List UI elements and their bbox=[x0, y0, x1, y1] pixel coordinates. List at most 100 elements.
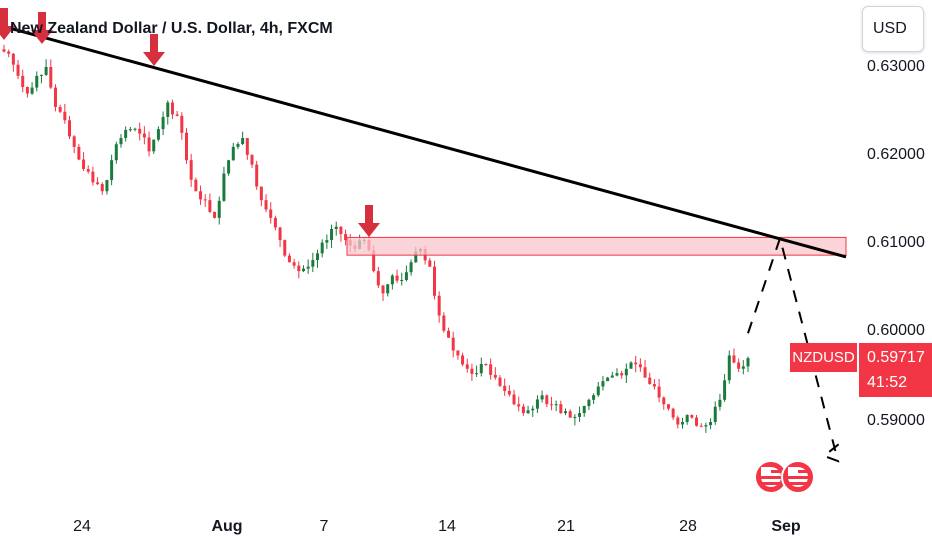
candle-body bbox=[77, 146, 81, 160]
candle-body bbox=[723, 380, 727, 400]
time-tick: 24 bbox=[73, 518, 91, 535]
candle-body bbox=[227, 160, 231, 174]
candle-body bbox=[21, 75, 25, 88]
candle-body bbox=[699, 425, 703, 427]
candle-body bbox=[330, 228, 334, 241]
candle-body bbox=[437, 295, 441, 316]
candle-body bbox=[582, 406, 586, 414]
candle-body bbox=[624, 368, 628, 376]
candle-body bbox=[96, 182, 100, 185]
projection-path bbox=[747, 234, 845, 463]
last-price-value: 0.59717 bbox=[867, 349, 925, 366]
candle-body bbox=[685, 415, 689, 422]
candle-body bbox=[507, 390, 511, 395]
candle-body bbox=[245, 138, 249, 155]
down-arrow-icon bbox=[31, 12, 53, 44]
us-flag-icon[interactable] bbox=[781, 460, 815, 494]
down-arrow-icon bbox=[0, 8, 15, 40]
candle-body bbox=[737, 362, 741, 369]
candle-body bbox=[16, 64, 20, 76]
time-tick: 14 bbox=[438, 518, 456, 535]
candle-body bbox=[105, 180, 109, 192]
candle-body bbox=[447, 330, 451, 338]
candle-body bbox=[142, 133, 146, 138]
candle-body bbox=[208, 200, 212, 212]
candle-body bbox=[451, 337, 455, 351]
candle-body bbox=[2, 49, 6, 52]
candle-body bbox=[114, 144, 118, 161]
candle-body bbox=[559, 404, 563, 414]
candle-body bbox=[666, 404, 670, 409]
candle-body bbox=[316, 253, 320, 261]
candle-body bbox=[381, 285, 385, 294]
candle-body bbox=[634, 362, 638, 365]
candle-body bbox=[503, 385, 507, 391]
candle-body bbox=[741, 366, 745, 369]
candle-body bbox=[732, 355, 736, 363]
candle-body bbox=[128, 129, 132, 131]
price-tick: 0.61000 bbox=[867, 234, 925, 251]
candle-body bbox=[100, 184, 104, 192]
candle-body bbox=[676, 417, 680, 425]
candle-body bbox=[301, 268, 305, 272]
candle-body bbox=[432, 266, 436, 296]
price-tick: 0.63000 bbox=[867, 58, 925, 75]
candle-body bbox=[400, 280, 404, 281]
candle-body bbox=[287, 255, 291, 263]
candle-body bbox=[479, 364, 483, 374]
candle-body bbox=[152, 139, 156, 152]
candle-body bbox=[283, 240, 287, 256]
candle-body bbox=[727, 355, 731, 381]
candle-body bbox=[596, 386, 600, 396]
arrows-group bbox=[0, 8, 380, 237]
candle-body bbox=[259, 186, 263, 201]
candle-body bbox=[39, 74, 43, 76]
candle-body bbox=[414, 251, 418, 263]
currency-button[interactable]: USD bbox=[862, 6, 924, 52]
last-price-label: 0.59717 41:52 bbox=[859, 343, 932, 397]
candle-body bbox=[671, 408, 675, 418]
candle-body bbox=[648, 377, 652, 385]
candle-body bbox=[531, 408, 535, 411]
candle-body bbox=[203, 199, 207, 201]
candle-body bbox=[662, 397, 666, 405]
candle-body bbox=[278, 227, 282, 241]
candle-body bbox=[292, 262, 296, 266]
candle-body bbox=[297, 265, 301, 272]
symbol-label: NZDUSD bbox=[790, 343, 857, 372]
candle-body bbox=[273, 217, 277, 228]
candle-body bbox=[180, 115, 184, 133]
candle-body bbox=[170, 102, 174, 115]
candle-body bbox=[404, 272, 408, 280]
candle-body bbox=[25, 87, 29, 94]
candle-body bbox=[587, 399, 591, 407]
candle-body bbox=[138, 128, 142, 134]
candle-body bbox=[606, 377, 610, 382]
candle-body bbox=[306, 266, 310, 269]
candle-body bbox=[465, 364, 469, 369]
candle-body bbox=[652, 384, 656, 387]
chart-title: New Zealand Dollar / U.S. Dollar, 4h, FX… bbox=[10, 20, 333, 37]
candle-body bbox=[30, 87, 34, 94]
candle-body bbox=[470, 368, 474, 374]
trendline[interactable] bbox=[0, 24, 847, 259]
candle-body bbox=[68, 120, 72, 137]
candle-body bbox=[564, 411, 568, 414]
time-tick: 21 bbox=[557, 518, 575, 535]
candle-body bbox=[526, 410, 530, 414]
candle-body bbox=[568, 411, 572, 418]
candle-body bbox=[643, 367, 647, 378]
candle-body bbox=[161, 116, 165, 130]
candle-body bbox=[184, 132, 188, 161]
candle-body bbox=[395, 275, 399, 281]
candle-body bbox=[63, 111, 67, 121]
candle-body bbox=[475, 373, 479, 375]
candle-body bbox=[86, 169, 90, 172]
candle-body bbox=[166, 102, 170, 117]
candle-body bbox=[222, 173, 226, 201]
candle-body bbox=[156, 129, 160, 140]
time-tick: 28 bbox=[679, 518, 697, 535]
candle-body bbox=[517, 404, 521, 407]
